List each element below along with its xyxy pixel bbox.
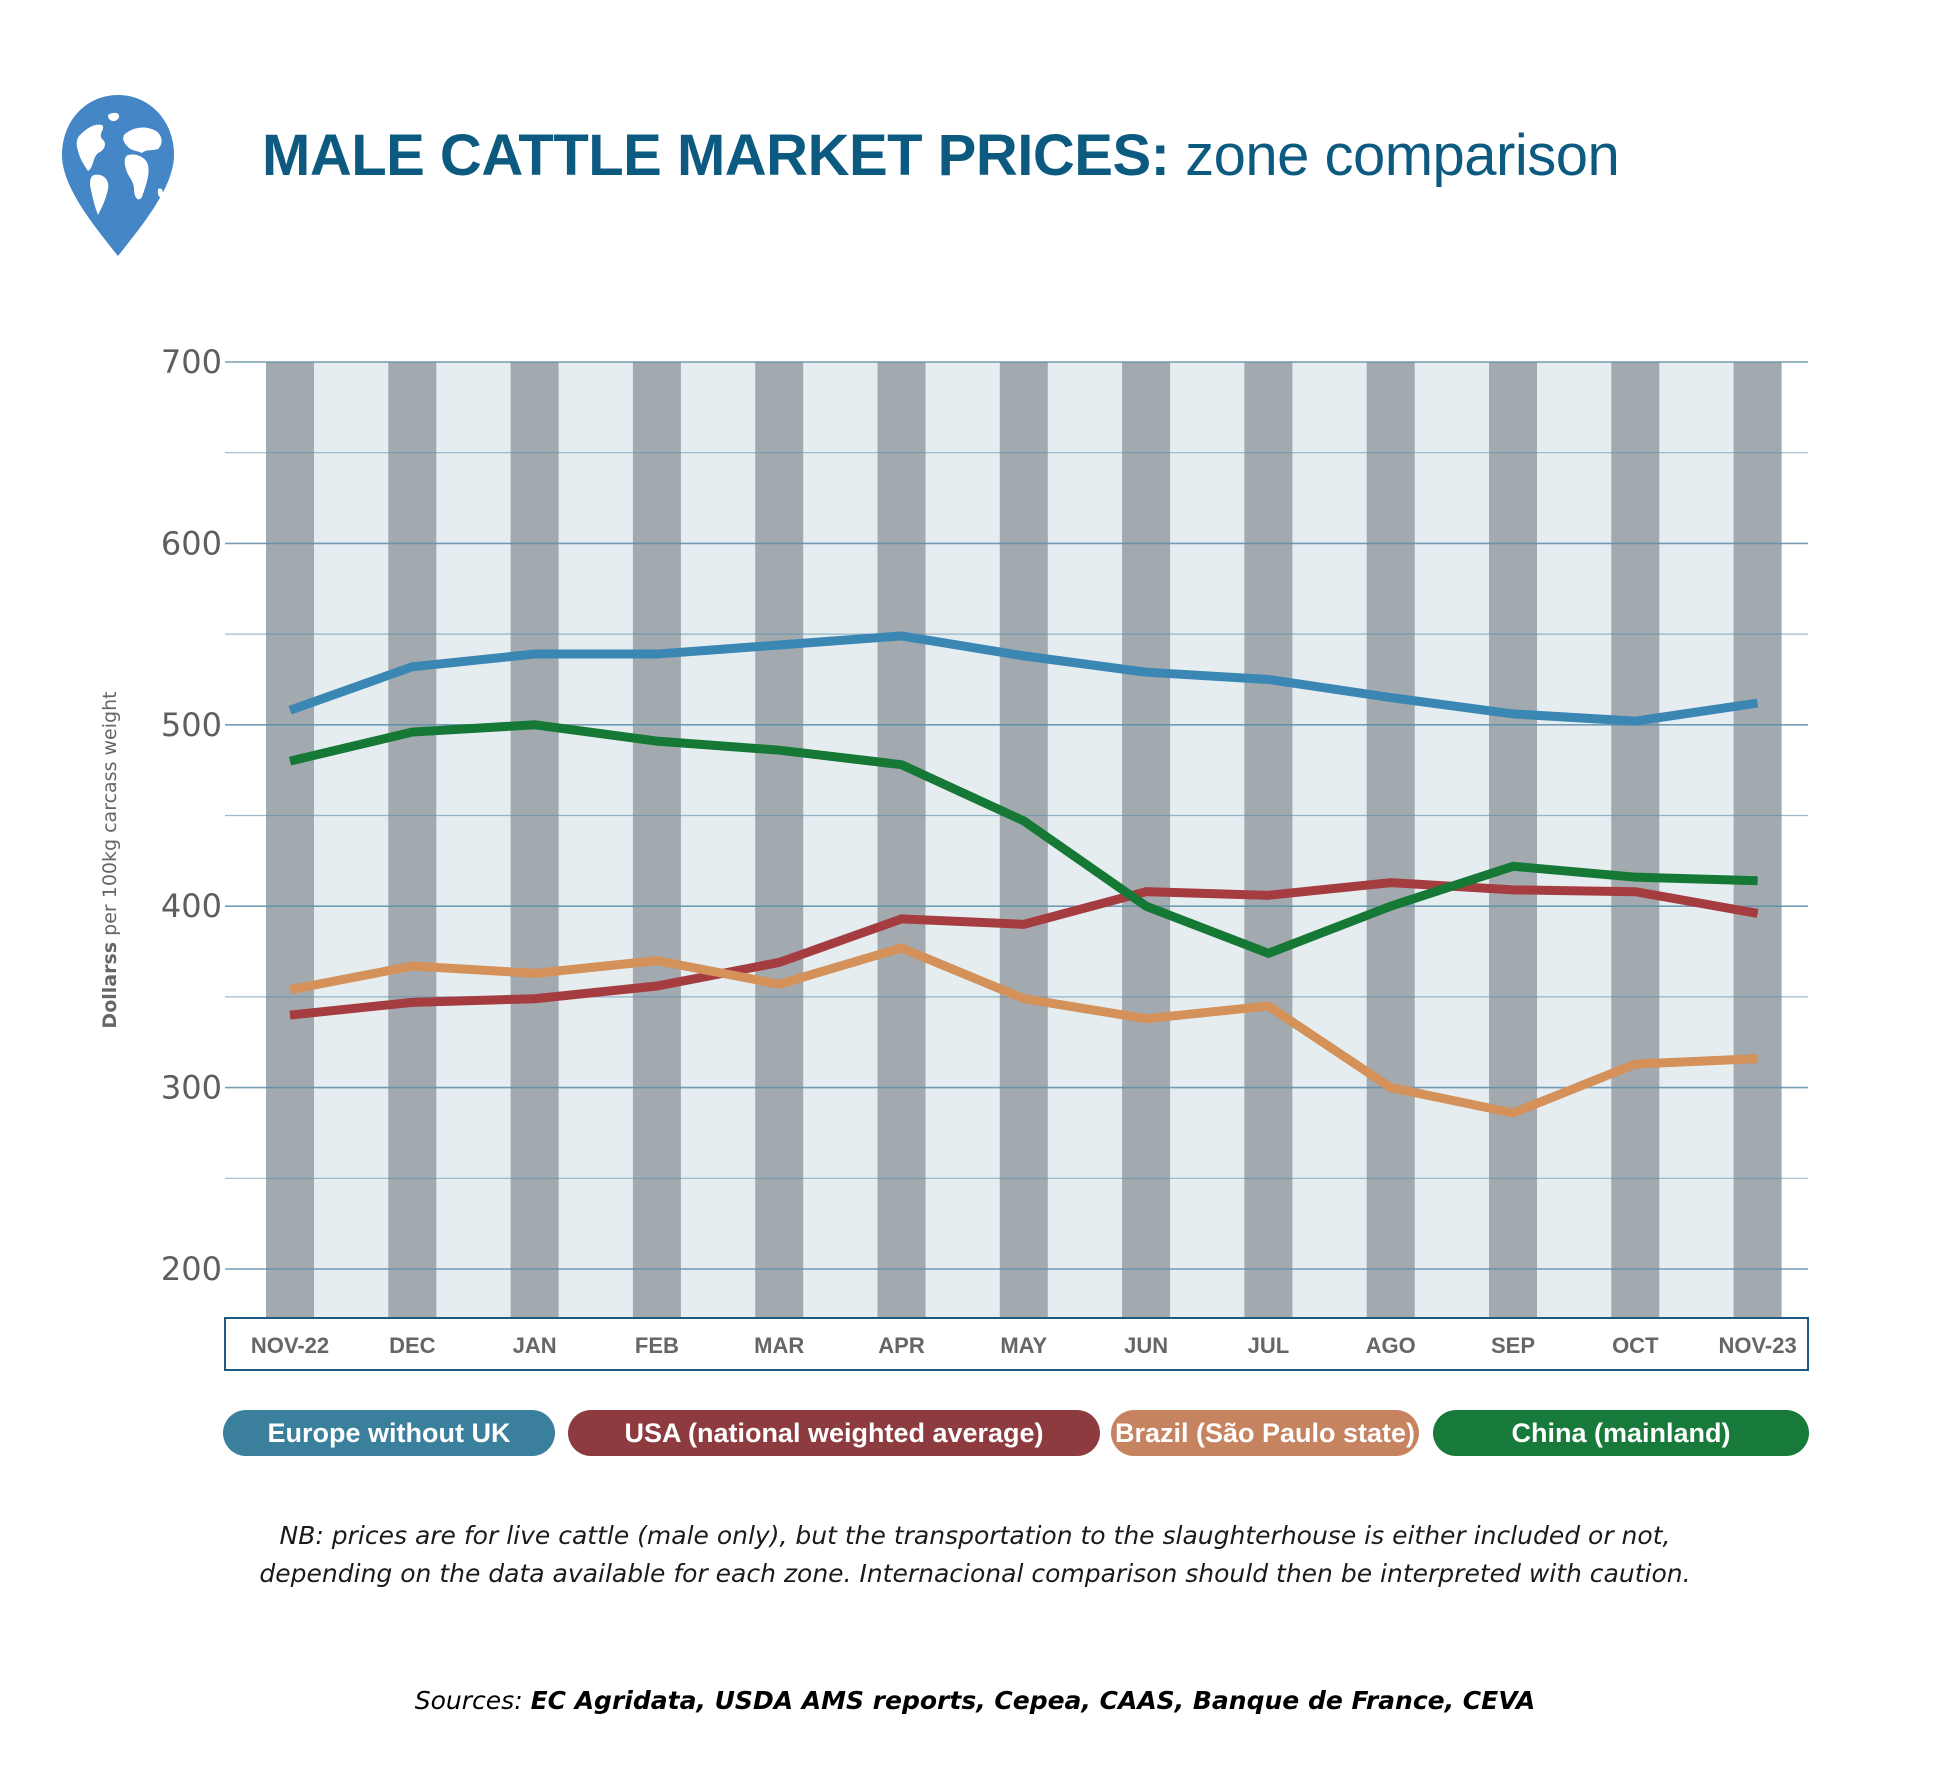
y-tick-labels: 200 300 400 500 600 700 xyxy=(161,343,222,1288)
globe-map-pin-icon xyxy=(62,95,174,256)
month-stripe xyxy=(755,362,804,1318)
x-tick-labels: NOV-22 DEC JAN FEB MAR APR MAY JUN JUL AGO SEP OCT N… xyxy=(251,1333,1797,1358)
y-tick-label: 300 xyxy=(161,1069,222,1107)
footnote-line-2: depending on the data available for each… xyxy=(259,1559,1691,1588)
x-tick-label: MAR xyxy=(754,1333,804,1358)
legend-item-europe: Europe without UK xyxy=(223,1410,555,1456)
y-tick-label: 500 xyxy=(161,706,222,744)
footnote: NB: prices are for live cattle (male onl… xyxy=(0,1517,1950,1593)
month-stripe xyxy=(510,362,559,1318)
title-light: zone comparison xyxy=(1169,123,1620,188)
month-stripe xyxy=(1244,362,1293,1318)
y-tick-label: 400 xyxy=(161,887,222,925)
month-stripe xyxy=(1611,362,1660,1318)
legend: Europe without UK USA (national weighted… xyxy=(223,1410,1809,1456)
month-stripe xyxy=(1366,362,1415,1318)
y-tick-label: 200 xyxy=(161,1250,222,1288)
sources-label: Sources: xyxy=(414,1686,531,1715)
sources: Sources: EC Agridata, USDA AMS reports, … xyxy=(0,1686,1950,1715)
x-tick-label: SEP xyxy=(1491,1333,1535,1358)
x-axis-box xyxy=(224,1317,1809,1371)
month-stripe xyxy=(1489,362,1537,1318)
x-tick-label: APR xyxy=(878,1333,925,1358)
month-stripe xyxy=(877,362,926,1318)
month-stripe xyxy=(999,362,1048,1318)
series-lines xyxy=(288,631,1759,1118)
y-tick-label: 600 xyxy=(161,524,222,562)
x-tick-label: JAN xyxy=(513,1333,557,1358)
legend-item-china: China (mainland) xyxy=(1433,1410,1809,1456)
line-chart: 200 300 400 500 600 700 NOV-22 DEC JAN FEB MAR APR… xyxy=(161,343,1809,1371)
x-tick-label: AGO xyxy=(1366,1333,1416,1358)
x-tick-label: DEC xyxy=(389,1333,436,1358)
page-title: MALE CATTLE MARKET PRICES: zone comparis… xyxy=(262,122,1620,189)
x-tick-label: OCT xyxy=(1612,1333,1659,1358)
x-tick-label: MAY xyxy=(1000,1333,1047,1358)
x-tick-label: JUN xyxy=(1124,1333,1168,1358)
title-bold: MALE CATTLE MARKET PRICES: xyxy=(262,123,1170,188)
x-tick-label: NOV-23 xyxy=(1718,1333,1796,1358)
plot-background xyxy=(266,362,1782,1318)
month-stripe xyxy=(1122,362,1171,1318)
x-tick-label: FEB xyxy=(635,1333,679,1358)
x-axis-frame xyxy=(224,1317,1809,1371)
x-tick-label: JUL xyxy=(1248,1333,1290,1358)
y-tick-label: 700 xyxy=(161,343,222,381)
legend-item-usa: USA (national weighted average) xyxy=(568,1410,1100,1456)
month-stripe xyxy=(388,362,437,1318)
sources-list: EC Agridata, USDA AMS reports, Cepea, CA… xyxy=(530,1686,1536,1715)
month-stripe xyxy=(266,362,314,1318)
month-stripe xyxy=(632,362,681,1318)
month-stripe xyxy=(1733,362,1782,1318)
footnote-line-1: NB: prices are for live cattle (male onl… xyxy=(279,1521,1671,1550)
x-tick-label: NOV-22 xyxy=(251,1333,329,1358)
legend-item-brazil: Brazil (São Paulo state) xyxy=(1111,1410,1419,1456)
